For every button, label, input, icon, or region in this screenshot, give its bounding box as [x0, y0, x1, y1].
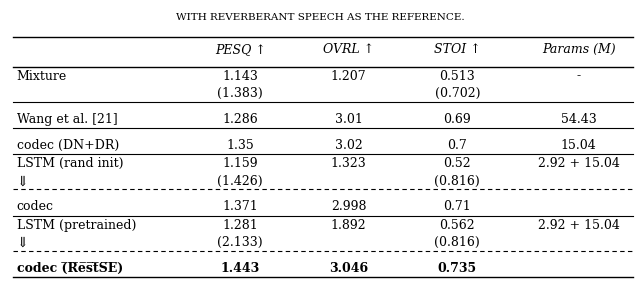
Text: 1.35: 1.35 [227, 139, 254, 152]
Text: 1.371: 1.371 [222, 200, 258, 213]
Text: (0.816): (0.816) [435, 175, 480, 188]
Text: 3.046: 3.046 [329, 262, 368, 275]
Text: ⇓: ⇓ [17, 175, 28, 188]
Text: (0.702): (0.702) [435, 87, 480, 100]
Text: (2.133): (2.133) [218, 236, 263, 249]
Text: (1.426): (1.426) [218, 175, 263, 188]
Text: 2.92 + 15.04: 2.92 + 15.04 [538, 157, 620, 170]
Text: PESQ ↑: PESQ ↑ [215, 43, 266, 56]
Text: OVRL ↑: OVRL ↑ [323, 43, 374, 56]
Text: 2.998: 2.998 [331, 200, 367, 213]
Text: Params (M): Params (M) [542, 43, 616, 56]
Text: codec (̅R̅e̅s̅t̅S̅E̅): codec (̅R̅e̅s̅t̅S̅E̅) [17, 262, 123, 275]
Text: codec: codec [17, 200, 54, 213]
Text: 0.7: 0.7 [447, 139, 467, 152]
Text: 0.562: 0.562 [440, 219, 475, 231]
Text: (1.383): (1.383) [218, 87, 263, 100]
Text: 3.01: 3.01 [335, 113, 363, 126]
Text: Wang et al. [21]: Wang et al. [21] [17, 113, 117, 126]
Text: 1.286: 1.286 [222, 113, 258, 126]
Text: 1.281: 1.281 [222, 219, 258, 231]
Text: 0.513: 0.513 [440, 70, 475, 82]
Text: LSTM (pretrained): LSTM (pretrained) [17, 219, 136, 231]
Text: 1.207: 1.207 [331, 70, 367, 82]
Text: STOI ↑: STOI ↑ [434, 43, 481, 56]
Text: 1.443: 1.443 [221, 262, 260, 275]
Text: 3.02: 3.02 [335, 139, 363, 152]
Text: (0.816): (0.816) [435, 236, 480, 249]
Text: 54.43: 54.43 [561, 113, 596, 126]
Text: Mixture: Mixture [17, 70, 67, 82]
Text: 2.92 + 15.04: 2.92 + 15.04 [538, 219, 620, 231]
Text: -: - [577, 70, 580, 82]
Text: 1.159: 1.159 [222, 157, 258, 170]
Text: LSTM (rand init): LSTM (rand init) [17, 157, 123, 170]
Text: codec (DN+DR): codec (DN+DR) [17, 139, 119, 152]
Text: 1.892: 1.892 [331, 219, 367, 231]
Text: 1.143: 1.143 [222, 70, 258, 82]
Text: 0.52: 0.52 [444, 157, 471, 170]
Text: 0.71: 0.71 [444, 200, 471, 213]
Text: 0.69: 0.69 [444, 113, 471, 126]
Text: 15.04: 15.04 [561, 139, 596, 152]
Text: 0.735: 0.735 [438, 262, 477, 275]
Text: 1.323: 1.323 [331, 157, 367, 170]
Text: WITH REVERBERANT SPEECH AS THE REFERENCE.: WITH REVERBERANT SPEECH AS THE REFERENCE… [176, 13, 464, 22]
Text: ⇓: ⇓ [17, 236, 28, 250]
